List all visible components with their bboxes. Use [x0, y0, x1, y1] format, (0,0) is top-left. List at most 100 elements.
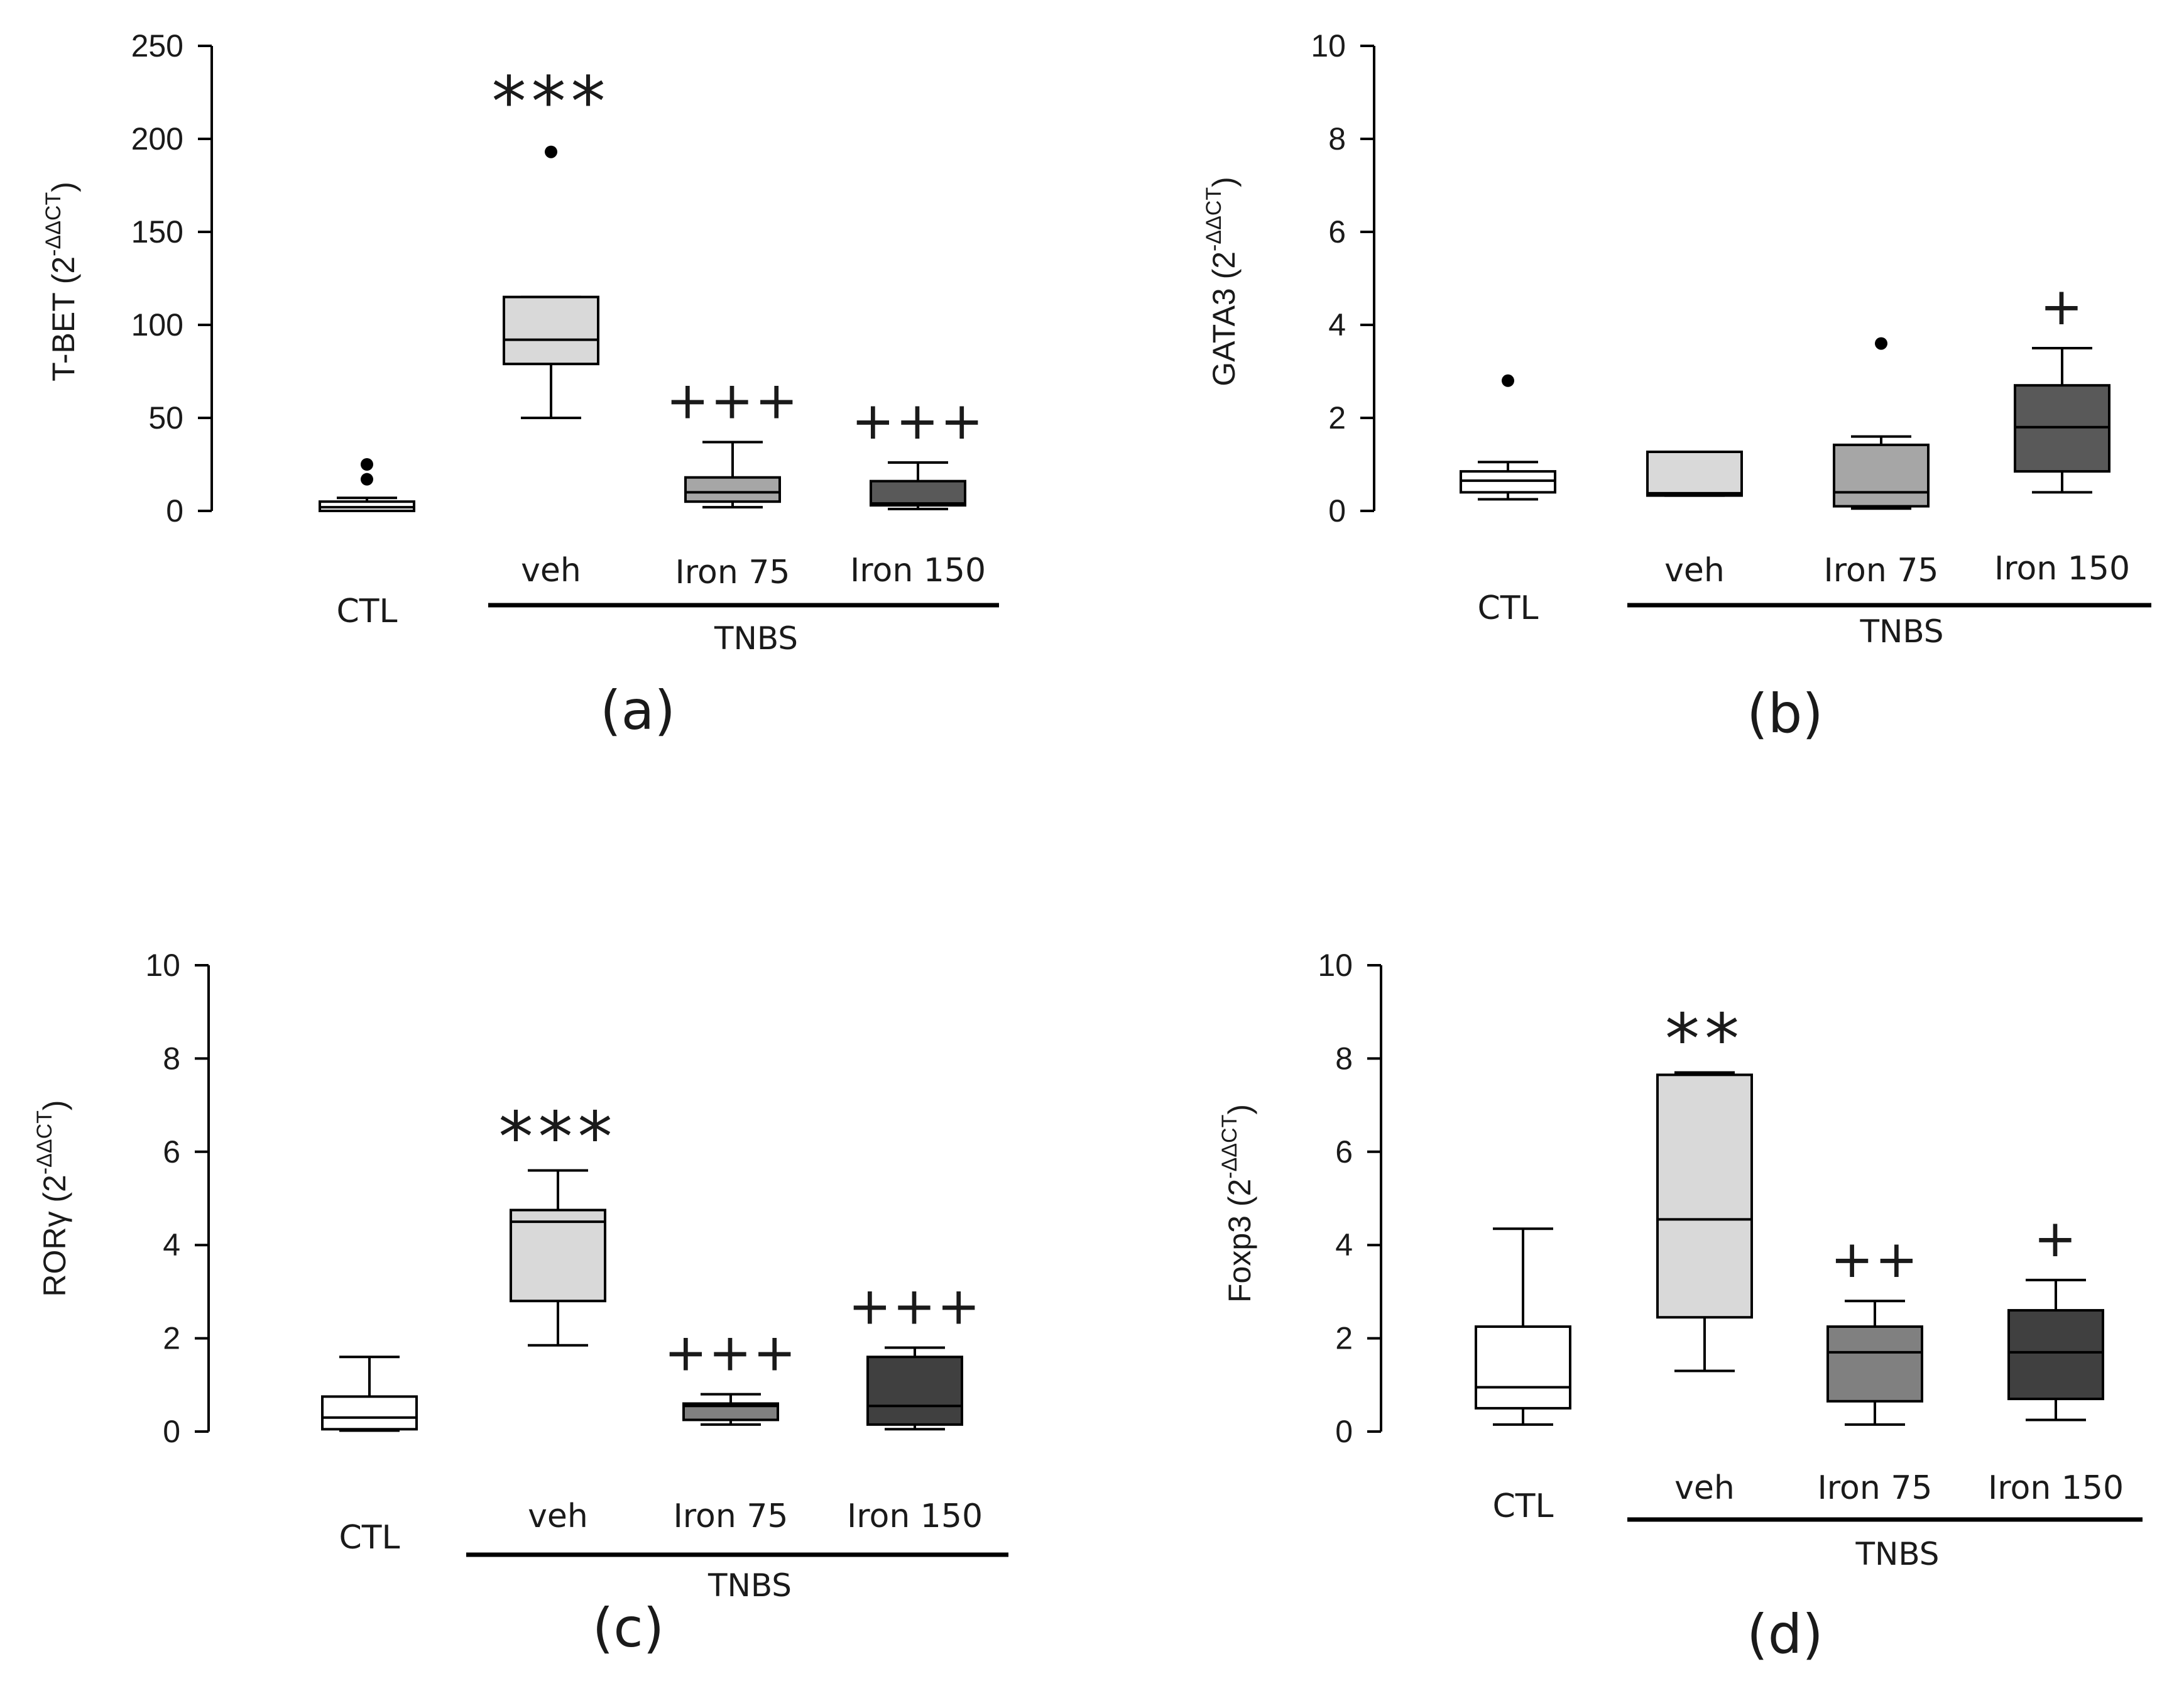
y-tick-label: 150	[131, 214, 183, 249]
category-label: CTL	[1492, 1487, 1553, 1525]
significance-annotation: +++	[666, 371, 799, 430]
y-axis-label: T-BET (2-ΔΔCT)	[41, 182, 81, 381]
category-label: Iron 75	[1823, 552, 1938, 589]
iqr-box	[870, 479, 966, 507]
panel-label: (a)	[600, 679, 675, 742]
y-tick-label: 6	[163, 1134, 180, 1169]
y-tick-label: 4	[1328, 307, 1346, 342]
iqr-box	[503, 295, 599, 366]
significance-annotation: ***	[499, 1097, 618, 1177]
significance-annotation: +++	[664, 1323, 797, 1383]
category-label: Iron 150	[1994, 550, 2130, 588]
category-label: CTL	[336, 593, 397, 630]
panel-label: (b)	[1747, 682, 1823, 745]
box-veh: *** veh	[492, 62, 611, 589]
box-ctl: CTL	[321, 1356, 418, 1557]
y-tick-label: 2	[1335, 1321, 1353, 1356]
y-axis-label-main: RORγ (2	[37, 1175, 72, 1296]
y-tick-label: 250	[131, 28, 183, 63]
y-tick-label: 0	[166, 493, 183, 529]
box-iron-150: + Iron 150	[1994, 277, 2130, 588]
outlier-point	[361, 458, 373, 471]
iqr-box	[684, 476, 781, 503]
y-tick-label: 10	[1311, 28, 1346, 63]
significance-annotation: +	[2040, 277, 2085, 337]
y-tick-label: 10	[1318, 948, 1353, 983]
y-tick-label: 8	[1328, 121, 1346, 156]
y-axis-label-superscript: -ΔΔCT	[1218, 1115, 1242, 1179]
y-tick-label: 4	[1335, 1227, 1353, 1263]
category-label: veh	[528, 1498, 588, 1535]
panel-b: 0 2 4 6 8 10 GATA3 (2-ΔΔCT) CTL veh Iron 75 + Iron …	[1202, 28, 2151, 745]
outlier-point	[361, 473, 373, 486]
box-veh: veh	[1646, 451, 1743, 589]
y-tick-label: 2	[163, 1321, 180, 1356]
box-veh: ** veh	[1656, 999, 1753, 1507]
panel-d: 0 2 4 6 8 10 Foxp3 (2-ΔΔCT) CTL ** veh ++ Iron 75 + I…	[1218, 948, 2143, 1666]
box-iron-75: +++ Iron 75	[666, 371, 799, 591]
category-label: Iron 75	[673, 1498, 788, 1535]
category-label: CTL	[1477, 589, 1538, 627]
box-iron-75: Iron 75	[1823, 337, 1939, 589]
y-tick-label: 10	[145, 948, 180, 983]
y-axis-label: RORγ (2-ΔΔCT)	[33, 1100, 72, 1296]
box-iron-150: +++ Iron 150	[847, 1276, 983, 1535]
y-tick-label: 200	[131, 121, 183, 156]
y-tick-label: 8	[163, 1041, 180, 1076]
significance-annotation: ***	[492, 62, 611, 142]
significance-annotation: +	[2034, 1209, 2078, 1269]
outlier-point	[1875, 337, 1887, 350]
iqr-box	[2007, 1309, 2104, 1401]
box-veh: *** veh	[499, 1097, 618, 1535]
significance-annotation: **	[1665, 999, 1744, 1080]
y-axis-label-close: )	[37, 1100, 72, 1110]
significance-annotation: ++	[1830, 1230, 1919, 1290]
panel-label: (d)	[1747, 1603, 1823, 1666]
y-axis-label-superscript: -ΔΔCT	[33, 1110, 57, 1175]
category-label: Iron 150	[1988, 1469, 2124, 1507]
box-ctl: CTL	[1460, 374, 1556, 627]
significance-annotation: +++	[851, 392, 985, 451]
iqr-box	[510, 1208, 606, 1303]
box-iron-75: +++ Iron 75	[664, 1323, 797, 1535]
category-label: veh	[521, 552, 581, 589]
significance-annotation: +++	[848, 1276, 981, 1336]
box-iron-75: ++ Iron 75	[1817, 1230, 1932, 1507]
y-tick-label: 0	[1335, 1414, 1353, 1449]
tnbs-group-label: TNBS	[707, 1567, 792, 1604]
box-ctl: CTL	[1475, 1227, 1571, 1525]
iqr-box	[1656, 1073, 1753, 1319]
outlier-point	[545, 145, 557, 158]
y-axis-label: GATA3 (2-ΔΔCT)	[1202, 177, 1242, 386]
box-iron-150: + Iron 150	[1988, 1209, 2124, 1507]
y-tick-label: 0	[1328, 493, 1346, 529]
y-tick-label: 100	[131, 307, 183, 342]
iqr-box	[321, 1395, 418, 1431]
category-label: Iron 75	[1817, 1469, 1932, 1507]
category-label: veh	[1674, 1469, 1735, 1507]
outlier-point	[1502, 374, 1514, 387]
y-axis-label: Foxp3 (2-ΔΔCT)	[1218, 1104, 1257, 1303]
category-label: CTL	[339, 1519, 400, 1557]
y-tick-label: 6	[1328, 214, 1346, 249]
y-tick-label: 50	[148, 400, 183, 435]
box-iron-150: +++ Iron 150	[850, 392, 986, 589]
category-label: Iron 150	[850, 552, 986, 589]
tnbs-group-label: TNBS	[1855, 1536, 1939, 1572]
y-axis-label-close: )	[1222, 1104, 1257, 1115]
category-label: veh	[1664, 552, 1725, 589]
y-axis-label-superscript: -ΔΔCT	[41, 192, 65, 256]
panel-a: 0 50 100 150 200 250 T-BET (2-ΔΔCT) CTL *** veh ++…	[41, 28, 999, 742]
y-tick-label: 8	[1335, 1041, 1353, 1076]
tnbs-group-label: TNBS	[714, 620, 798, 657]
iqr-box	[866, 1356, 963, 1426]
y-tick-label: 2	[1328, 400, 1346, 435]
box-ctl: CTL	[319, 458, 415, 630]
panel-label: (c)	[592, 1597, 664, 1660]
y-axis-label-close: )	[46, 182, 81, 192]
y-tick-label: 6	[1335, 1134, 1353, 1169]
iqr-box	[1646, 451, 1743, 497]
y-axis-label-main: T-BET (2	[46, 256, 81, 381]
